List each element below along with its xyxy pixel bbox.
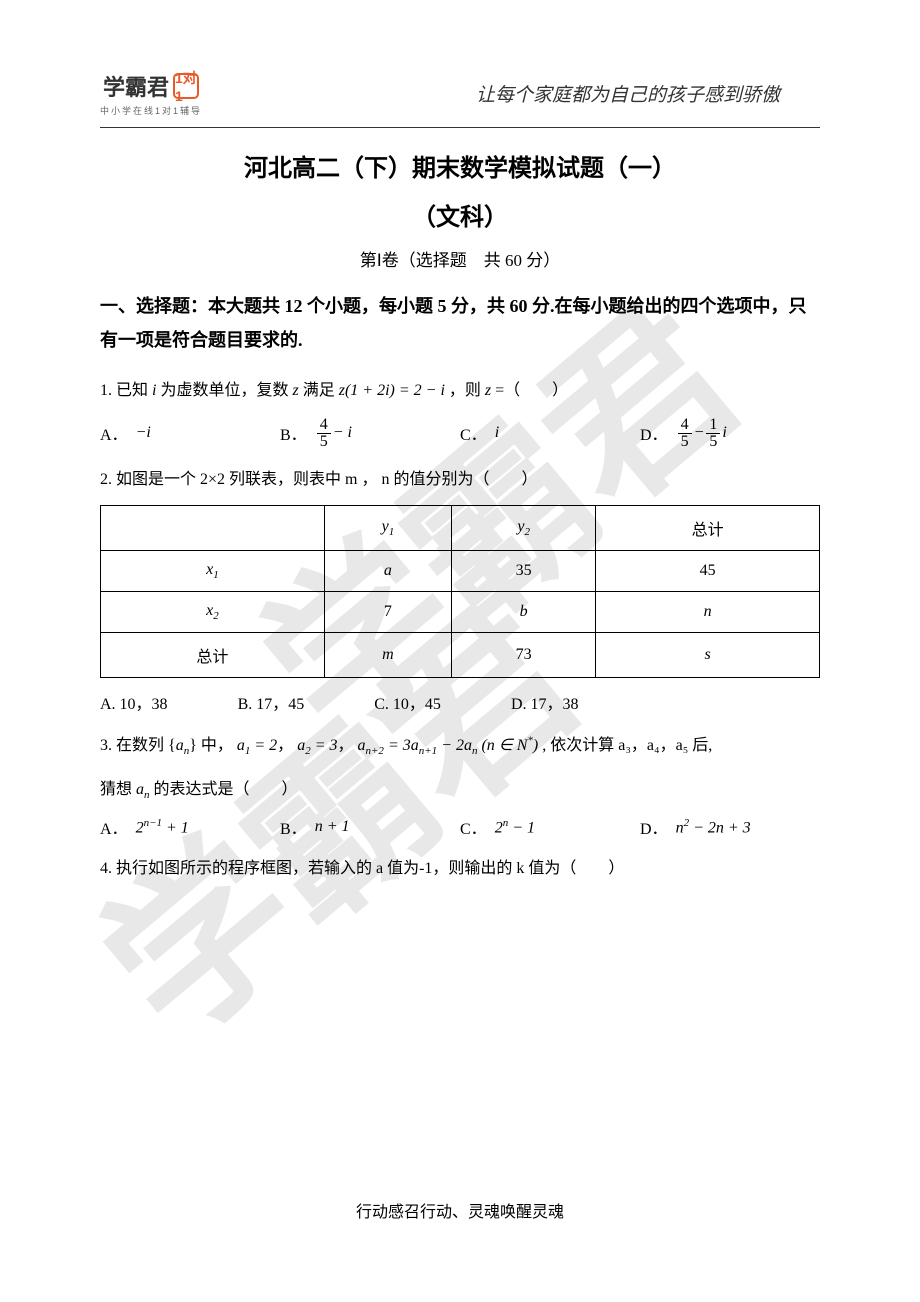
exam-title: 河北高二（下）期末数学模拟试题（一） xyxy=(100,148,820,183)
q1-suffix: ，则 xyxy=(449,382,481,399)
logo-badge-icon: 1对1 xyxy=(173,73,199,99)
table-cell: 7 xyxy=(324,591,451,632)
question-3: 3. 在数列 {an} 中， a1 = 2， a2 = 3， an+2 = 3a… xyxy=(100,728,820,763)
table-row: 总计 m 73 s xyxy=(101,633,820,678)
logo-main: 学霸君 1对1 xyxy=(103,70,199,102)
q3-option-d: D． n2 − 2n + 3 xyxy=(640,815,820,839)
table-cell: 总计 xyxy=(596,505,820,550)
page-content: 学霸君 1对1 中小学在线1对1辅导 让每个家庭都为自己的孩子感到骄傲 河北高二… xyxy=(0,0,920,934)
q3-option-a: A． 2n−1 + 1 xyxy=(100,815,280,839)
table-cell: n xyxy=(596,591,820,632)
table-cell: y2 xyxy=(452,505,596,550)
q1-option-a: A． −i xyxy=(100,421,280,445)
table-cell: a xyxy=(324,550,451,591)
table-cell: 35 xyxy=(452,550,596,591)
q1-prefix: 1. 已知 xyxy=(100,382,148,399)
q3-options: A． 2n−1 + 1 B． n + 1 C． 2n − 1 D． n2 − 2… xyxy=(100,815,820,839)
table-cell: x1 xyxy=(101,550,325,591)
page-footer: 行动感召行动、灵魂唤醒灵魂 xyxy=(0,1198,920,1222)
table-cell: 45 xyxy=(596,550,820,591)
q1-end: =（ ） xyxy=(495,382,568,399)
q3-option-c: C． 2n − 1 xyxy=(460,815,640,839)
table-cell: 73 xyxy=(452,633,596,678)
question-4: 4. 执行如图所示的程序框图，若输入的 a 值为-1，则输出的 k 值为（ ） xyxy=(100,851,820,886)
q2-option-c: C. 10，45 xyxy=(374,690,441,714)
table-header-row: y1 y2 总计 xyxy=(101,505,820,550)
q1-option-d: D． 45 − 15 i xyxy=(640,417,820,450)
table-cell: b xyxy=(452,591,596,632)
q1-mid1: 为虚数单位，复数 xyxy=(160,382,288,399)
q1-option-c: C． i xyxy=(460,421,640,445)
exam-subject: （文科） xyxy=(100,197,820,232)
page-header: 学霸君 1对1 中小学在线1对1辅导 让每个家庭都为自己的孩子感到骄傲 xyxy=(100,70,820,117)
table-cell: x2 xyxy=(101,591,325,632)
table-cell: s xyxy=(596,633,820,678)
table-cell: y1 xyxy=(324,505,451,550)
q2-option-b: B. 17，45 xyxy=(238,690,305,714)
section-instructions: 一、选择题：本大题共 12 个小题，每小题 5 分，共 60 分.在每小题给出的… xyxy=(100,289,820,357)
table-cell: m xyxy=(324,633,451,678)
question-2-text: 2. 如图是一个 2×2 列联表，则表中 m ， n 的值分别为（ ） xyxy=(100,462,820,497)
q2-table-wrap: y1 y2 总计 x1 a 35 45 x2 7 b n 总计 m 73 s xyxy=(100,505,820,678)
q1-option-b: B． 45 − i xyxy=(280,417,460,450)
q1-mid2: 满足 xyxy=(303,382,335,399)
header-divider xyxy=(100,127,820,128)
table-cell xyxy=(101,505,325,550)
logo-subtitle: 中小学在线1对1辅导 xyxy=(100,104,202,117)
contingency-table: y1 y2 总计 x1 a 35 45 x2 7 b n 总计 m 73 s xyxy=(100,505,820,678)
q1-eq: z(1 + 2i) = 2 − i xyxy=(339,382,449,399)
q3-option-b: B． n + 1 xyxy=(280,815,460,839)
logo-text: 学霸君 xyxy=(103,70,169,102)
table-cell: 总计 xyxy=(101,633,325,678)
question-1: 1. 已知 i 为虚数单位，复数 z 满足 z(1 + 2i) = 2 − i … xyxy=(100,373,820,408)
question-3-line2: 猜想 an 的表达式是（ ） xyxy=(100,772,820,807)
q2-options: A. 10，38 B. 17，45 C. 10，45 D. 17，38 xyxy=(100,690,820,714)
table-row: x2 7 b n xyxy=(101,591,820,632)
q2-option-d: D. 17，38 xyxy=(511,690,579,714)
q2-option-a: A. 10，38 xyxy=(100,690,168,714)
section-label: 第Ⅰ卷（选择题 共 60 分） xyxy=(100,246,820,271)
q1-options: A． −i B． 45 − i C． i D． 45 − 15 i xyxy=(100,417,820,450)
header-slogan: 让每个家庭都为自己的孩子感到骄傲 xyxy=(476,80,780,107)
logo-block: 学霸君 1对1 中小学在线1对1辅导 xyxy=(100,70,202,117)
table-row: x1 a 35 45 xyxy=(101,550,820,591)
